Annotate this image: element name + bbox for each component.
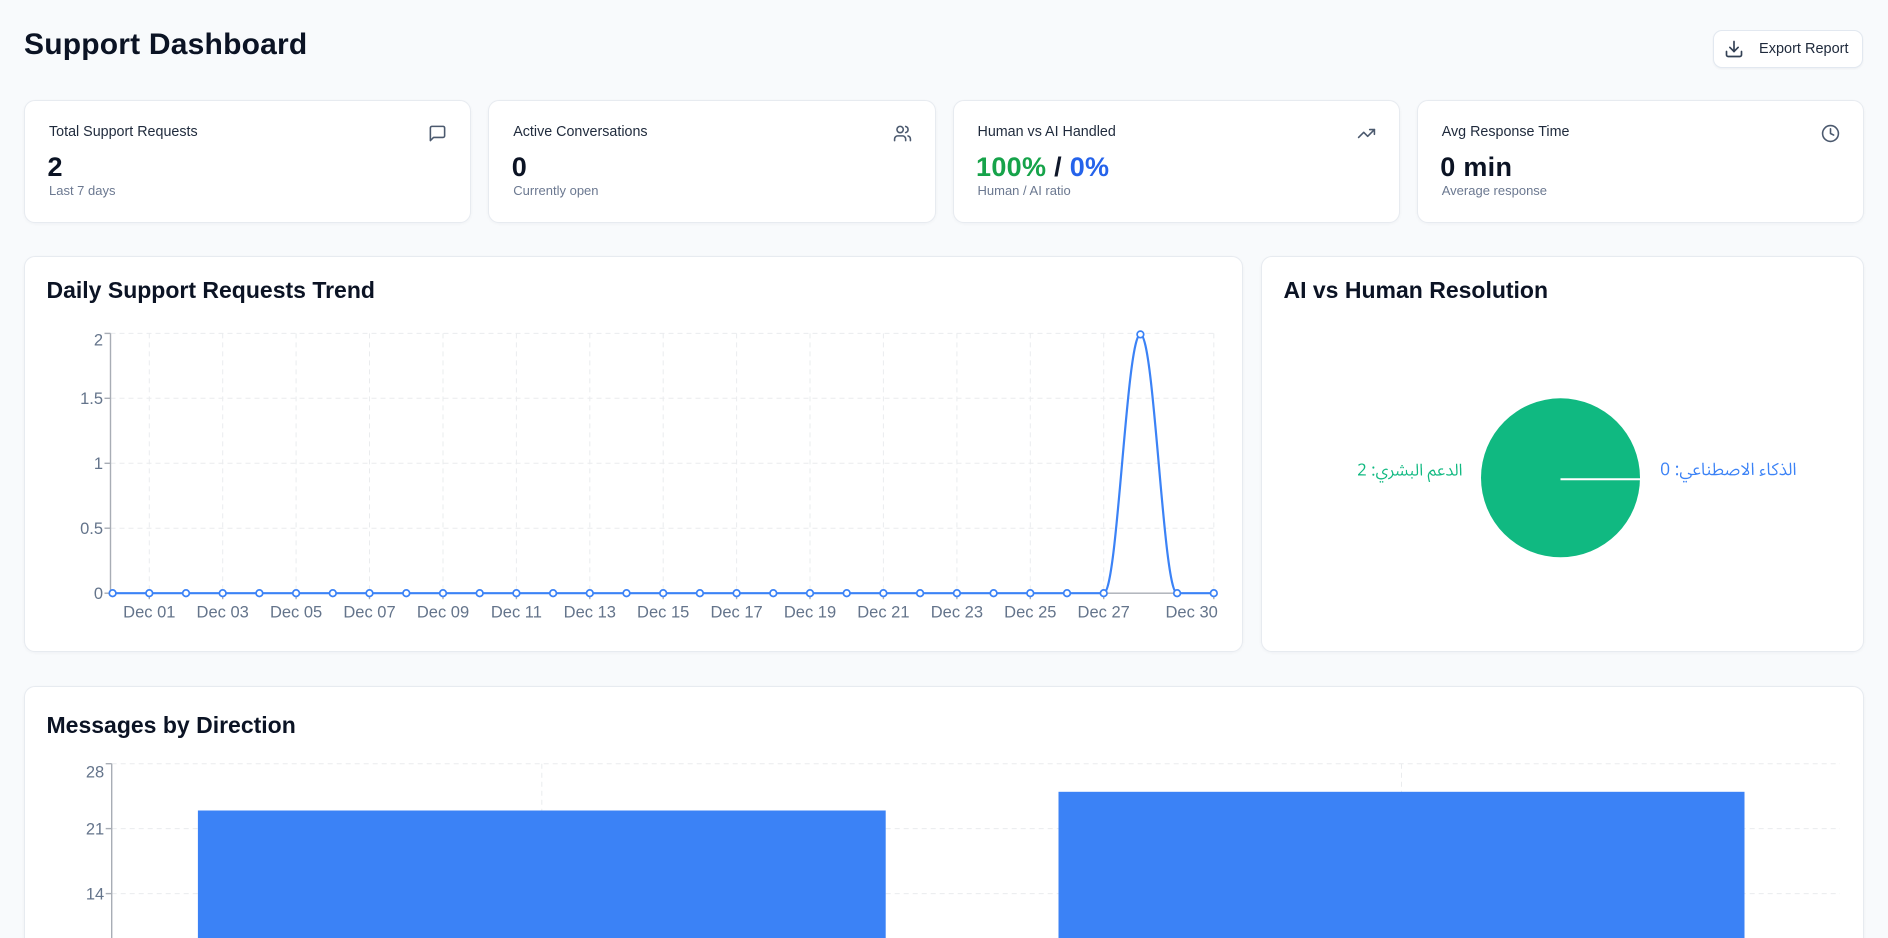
svg-text:Dec 09: Dec 09	[417, 604, 469, 622]
svg-text:14: 14	[86, 885, 104, 903]
svg-text:Dec 17: Dec 17	[710, 604, 762, 622]
svg-text:Dec 21: Dec 21	[857, 604, 909, 622]
svg-text:Dec 27: Dec 27	[1078, 604, 1130, 622]
svg-text:0: 0	[94, 585, 103, 603]
svg-text:Dec 25: Dec 25	[1004, 604, 1056, 622]
svg-text:1: 1	[94, 455, 103, 473]
svg-text:Dec 07: Dec 07	[343, 604, 395, 622]
svg-text:21: 21	[86, 820, 104, 838]
svg-text:Dec 01: Dec 01	[123, 604, 175, 622]
svg-text:28: 28	[86, 764, 104, 782]
svg-text:Dec 03: Dec 03	[197, 604, 249, 622]
svg-text:Dec 13: Dec 13	[564, 604, 616, 622]
svg-text:Dec 05: Dec 05	[270, 604, 322, 622]
svg-text:Dec 15: Dec 15	[637, 604, 689, 622]
svg-text:1.5: 1.5	[80, 390, 103, 408]
svg-text:Dec 19: Dec 19	[784, 604, 836, 622]
svg-text:Dec 11: Dec 11	[491, 604, 542, 622]
svg-text:Dec 23: Dec 23	[931, 604, 983, 622]
svg-text:0.5: 0.5	[80, 520, 103, 538]
svg-text:Dec 30: Dec 30	[1166, 604, 1218, 622]
svg-text:2: 2	[94, 332, 103, 350]
